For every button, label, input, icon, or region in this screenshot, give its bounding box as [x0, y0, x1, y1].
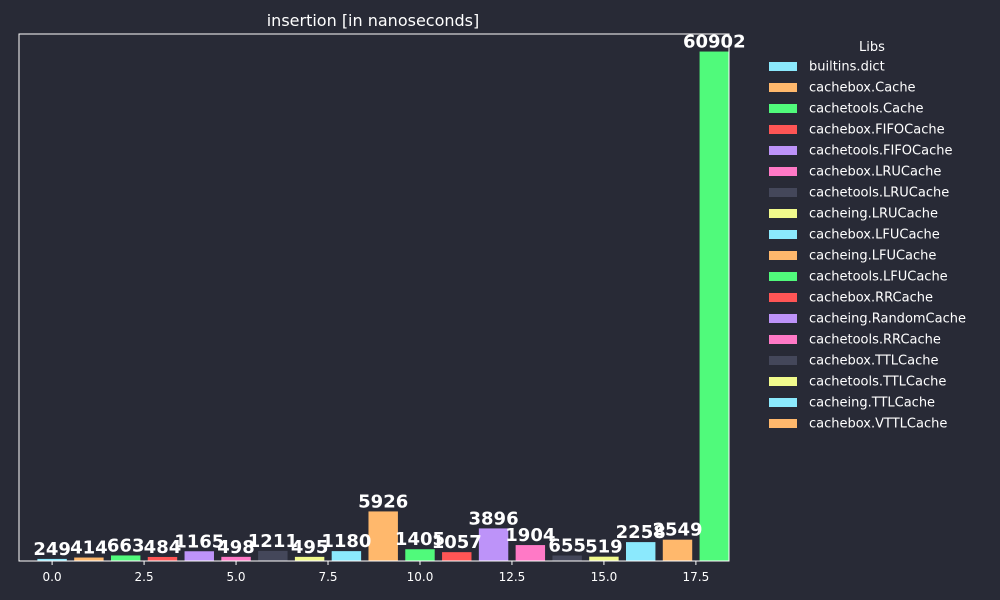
legend-label: cachetools.Cache: [809, 102, 923, 117]
legend-label: cachetools.LFUCache: [809, 270, 948, 285]
legend-label: cachetools.LRUCache: [809, 186, 949, 201]
bar-value-label: 519: [585, 537, 623, 558]
x-tick-label: 7.5: [318, 570, 337, 584]
legend-label: cachetools.FIFOCache: [809, 144, 952, 159]
bar-value-label: 498: [217, 537, 255, 558]
legend-label: cachebox.TTLCache: [809, 354, 938, 369]
legend: Libs builtins.dict cachebox.Cache cachetoo…: [769, 40, 966, 432]
bar-value-label: 3896: [469, 508, 519, 529]
bar-4: [184, 551, 214, 561]
bar-3: [147, 556, 178, 561]
x-tick-label: 5.0: [226, 570, 245, 584]
bar-6: [258, 550, 288, 561]
x-tick-label: 17.5: [683, 570, 710, 584]
legend-label: builtins.dict: [809, 60, 885, 75]
bar-0: [37, 558, 67, 561]
x-tick-label: 12.5: [499, 570, 526, 584]
bar-value-label: 414: [70, 538, 108, 559]
legend-label: cacheing.LFUCache: [809, 249, 936, 264]
bar-value-label: 1405: [395, 529, 445, 550]
bar-17: [662, 539, 693, 561]
legend-swatch: [769, 209, 797, 218]
legend-label: cacheing.TTLCache: [809, 396, 935, 411]
x-tick-label: 2.5: [135, 570, 154, 584]
bar-9: [368, 511, 398, 561]
bar-value-label: 1180: [321, 531, 371, 552]
bar-value-label: 663: [107, 535, 145, 556]
legend-label: cacheing.LRUCache: [809, 207, 938, 222]
bar-15: [589, 556, 619, 561]
bar-value-label: 1057: [432, 532, 482, 553]
bar-14: [552, 555, 582, 561]
axes-frame: [18, 33, 730, 562]
bar-value-label: 655: [548, 536, 586, 557]
bar-2: [110, 555, 141, 561]
legend-swatch: [769, 377, 797, 386]
legend-swatch: [769, 167, 797, 176]
legend-swatch: [769, 356, 797, 365]
legend-label: cachebox.RRCache: [809, 291, 933, 306]
bar-8: [331, 551, 362, 561]
legend-swatch: [769, 188, 797, 197]
bar-value-label: 60902: [683, 32, 746, 53]
bar-13: [515, 545, 546, 561]
legend-swatch: [769, 419, 797, 428]
legend-label: cachebox.LRUCache: [809, 165, 941, 180]
legend-swatch: [769, 293, 797, 302]
bar-value-label: 484: [144, 537, 182, 558]
bar-value-label: 249: [33, 539, 71, 560]
x-tick-label: 0.0: [43, 570, 62, 584]
bar-value-label: 2549: [652, 520, 702, 541]
legend-label: cachetools.TTLCache: [809, 375, 946, 390]
legend-swatch: [769, 104, 797, 113]
bar-1: [74, 557, 104, 561]
legend-swatch: [769, 146, 797, 155]
bar-value-label: 2258: [616, 522, 666, 543]
bar-value-label: 1904: [505, 525, 555, 546]
bar-value-label: 1165: [174, 531, 224, 552]
bar-16: [625, 542, 656, 561]
legend-swatch: [769, 272, 797, 281]
chart-title: insertion [in nanoseconds]: [267, 11, 480, 30]
legend-swatch: [769, 83, 797, 92]
legend-swatch: [769, 398, 797, 407]
x-tick-label: 15.0: [591, 570, 618, 584]
bar-18: [699, 51, 729, 562]
bar-10: [405, 549, 435, 561]
bar-11: [442, 552, 472, 561]
bar-value-label: 5926: [358, 491, 408, 512]
legend-label: cachetools.RRCache: [809, 333, 941, 348]
plot-area: 0.0 2.5 5.0 7.5 10.0 12.5 15.0 17.5 249 414 663 484…: [18, 32, 746, 584]
legend-swatch: [769, 335, 797, 344]
x-tick-label: 10.0: [407, 570, 434, 584]
legend-swatch: [769, 251, 797, 260]
legend-swatch: [769, 314, 797, 323]
legend-label: cacheing.RandomCache: [809, 312, 966, 327]
bar-12: [478, 528, 509, 561]
legend-title: Libs: [859, 40, 885, 55]
bar-5: [221, 556, 251, 561]
legend-label: cachebox.FIFOCache: [809, 123, 945, 138]
bar-7: [294, 556, 325, 561]
legend-swatch: [769, 62, 797, 71]
bar-value-label: 495: [291, 537, 329, 558]
legend-label: cachebox.LFUCache: [809, 228, 940, 243]
legend-label: cachebox.VTTLCache: [809, 417, 947, 432]
legend-swatch: [769, 125, 797, 134]
bar-value-label: 1211: [248, 531, 298, 552]
legend-swatch: [769, 230, 797, 239]
legend-label: cachebox.Cache: [809, 81, 916, 96]
